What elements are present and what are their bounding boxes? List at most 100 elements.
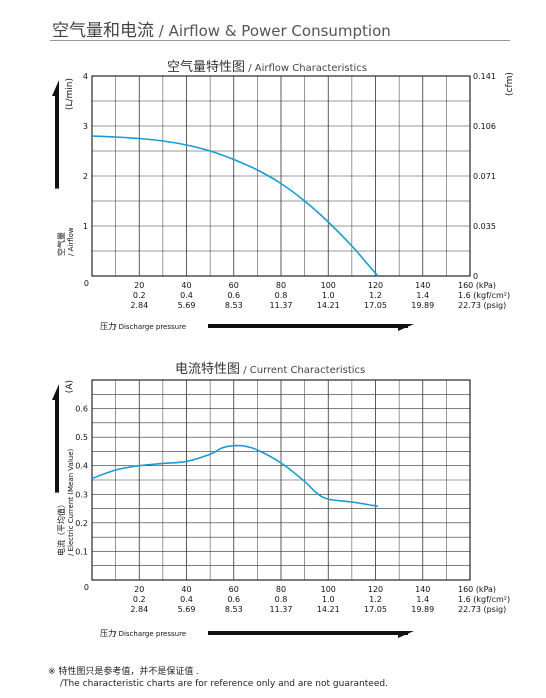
current-ytick-label: 0.4 <box>75 462 88 471</box>
current-ytick-zero: 0 <box>84 583 89 592</box>
header-title-en: / Airflow & Power Consumption <box>154 22 391 40</box>
airflow-xtick-kpa: 40 <box>181 281 191 290</box>
current-xtick-kgf: 0.8 <box>275 595 288 604</box>
header-rule <box>50 40 510 41</box>
airflow-xtick-psig: 5.69 <box>178 301 196 310</box>
current-x-arrow-shaft <box>208 631 408 635</box>
current-xtick-kpa: 160 (kPa) <box>458 585 496 594</box>
current-xtick-psig: 19.89 <box>411 605 434 614</box>
current-xlabel-cn: 压力 <box>100 628 116 638</box>
current-y-arrow-shaft <box>55 398 59 493</box>
airflow-ytick-label: 4 <box>83 72 88 81</box>
current-xtick-psig: 14.21 <box>317 605 340 614</box>
current-xtick-kpa: 20 <box>134 585 144 594</box>
current-xlabel-en: / Discharge pressure <box>114 630 186 638</box>
current-series-line <box>91 444 378 508</box>
current-chart-title: 电流特性图 / Current Characteristics <box>175 358 365 377</box>
airflow-xtick-kpa: 100 <box>321 281 336 290</box>
airflow-xlabel-cn: 压力 <box>100 321 116 331</box>
current-ytick-label: 0.6 <box>75 405 88 414</box>
airflow-xtick-kpa: 60 <box>229 281 239 290</box>
airflow-ytick-label: 1 <box>83 222 88 231</box>
current-ylabel-en: / Electric Current (Mean Value) <box>67 448 75 556</box>
current-xtick-kgf: 1.4 <box>416 595 429 604</box>
airflow-y2tick-label: 0.035 <box>473 222 496 231</box>
current-xtick-psig: 22.73 (psig) <box>458 605 506 614</box>
current-xtick-kpa: 40 <box>181 585 191 594</box>
airflow-xtick-kgf: 1.4 <box>416 291 429 300</box>
airflow-xtick-psig: 14.21 <box>317 301 340 310</box>
airflow-ytick-zero: 0 <box>84 279 89 288</box>
current-xtick-kpa: 140 <box>415 585 430 594</box>
airflow-xtick-kgf: 1.2 <box>369 291 382 300</box>
airflow-xtick-kpa: 160 (kPa) <box>458 281 496 290</box>
airflow-series-line <box>91 135 379 277</box>
current-xtick-kgf: 1.6 (kgf/cm²) <box>458 595 510 604</box>
current-xtick-psig: 11.37 <box>270 605 293 614</box>
airflow-xtick-kgf: 0.6 <box>227 291 240 300</box>
airflow-ylabel-en: / Airflow <box>67 227 75 256</box>
airflow-xtick-kgf: 1.6 (kgf/cm²) <box>458 291 510 300</box>
airflow-xlabel-en: / Discharge pressure <box>114 323 186 331</box>
current-xtick-kpa: 80 <box>276 585 286 594</box>
airflow-xtick-kpa: 120 <box>368 281 383 290</box>
airflow-xtick-kpa: 20 <box>134 281 144 290</box>
current-xtick-psig: 5.69 <box>178 605 196 614</box>
current-y-unit: (A) <box>65 380 75 393</box>
airflow-xtick-psig: 19.89 <box>411 301 434 310</box>
airflow-chart-title: 空气量特性图 / Airflow Characteristics <box>167 56 367 75</box>
current-xtick-kgf: 0.6 <box>227 595 240 604</box>
airflow-x-arrow-shaft <box>208 324 408 328</box>
airflow-xtick-psig: 11.37 <box>270 301 293 310</box>
current-title-en: / Current Characteristics <box>240 365 366 376</box>
airflow-x-arrow-head <box>398 324 414 331</box>
airflow-xtick-kgf: 1.0 <box>322 291 335 300</box>
airflow-xtick-kpa: 80 <box>276 281 286 290</box>
airflow-ylabel-cn: 空气量 <box>56 232 66 256</box>
airflow-title-cn: 空气量特性图 <box>167 60 246 75</box>
airflow-xtick-kgf: 0.2 <box>133 291 146 300</box>
current-xtick-kpa: 60 <box>229 585 239 594</box>
page-header: 空气量和电流 / Airflow & Power Consumption <box>52 16 391 41</box>
airflow-y2-unit: (cfm) <box>505 72 515 96</box>
current-xtick-kgf: 1.2 <box>369 595 382 604</box>
airflow-y2tick-label: 0.071 <box>473 172 496 181</box>
current-xtick-kpa: 100 <box>321 585 336 594</box>
disclaimer-en: /The characteristic charts are for refer… <box>60 679 388 689</box>
airflow-y2tick-label: 0.106 <box>473 122 496 131</box>
current-xtick-kgf: 0.2 <box>133 595 146 604</box>
current-xtick-psig: 17.05 <box>364 605 387 614</box>
current-xtick-kgf: 1.0 <box>322 595 335 604</box>
airflow-y-arrow-shaft <box>55 94 59 189</box>
header-title-cn: 空气量和电流 <box>52 21 154 41</box>
airflow-y-unit: (L/min) <box>65 78 75 110</box>
airflow-title-en: / Airflow Characteristics <box>245 63 368 74</box>
current-ytick-label: 0.2 <box>75 519 88 528</box>
current-xtick-psig: 2.84 <box>130 605 148 614</box>
current-ytick-label: 0.5 <box>75 433 88 442</box>
airflow-ytick-label: 2 <box>83 172 88 181</box>
current-ylabel-cn: 电流（平均值） <box>56 500 66 556</box>
airflow-xtick-kpa: 140 <box>415 281 430 290</box>
current-y-arrow-head <box>52 384 59 400</box>
airflow-xtick-psig: 2.84 <box>130 301 148 310</box>
airflow-ytick-label: 3 <box>83 122 88 131</box>
current-title-cn: 电流特性图 <box>175 362 241 377</box>
current-ytick-label: 0.1 <box>75 547 88 556</box>
airflow-xtick-kgf: 0.8 <box>275 291 288 300</box>
disclaimer-cn: ※ 特性图只是参考值，并不是保证值 . <box>48 667 200 677</box>
airflow-xtick-kgf: 0.4 <box>180 291 193 300</box>
current-xtick-kpa: 120 <box>368 585 383 594</box>
airflow-y2tick-zero: 0 <box>473 272 478 281</box>
airflow-xtick-psig: 17.05 <box>364 301 387 310</box>
current-xtick-psig: 8.53 <box>225 605 243 614</box>
airflow-xtick-psig: 22.73 (psig) <box>458 301 506 310</box>
current-x-arrow-head <box>398 631 414 638</box>
airflow-y-arrow-head <box>52 80 59 96</box>
current-xtick-kgf: 0.4 <box>180 595 193 604</box>
current-ytick-label: 0.3 <box>75 490 88 499</box>
airflow-xtick-psig: 8.53 <box>225 301 243 310</box>
disclaimer-note: ※ 特性图只是参考值，并不是保证值 . /The characteristic … <box>48 666 388 690</box>
airflow-y2tick-label: 0.141 <box>473 72 496 81</box>
